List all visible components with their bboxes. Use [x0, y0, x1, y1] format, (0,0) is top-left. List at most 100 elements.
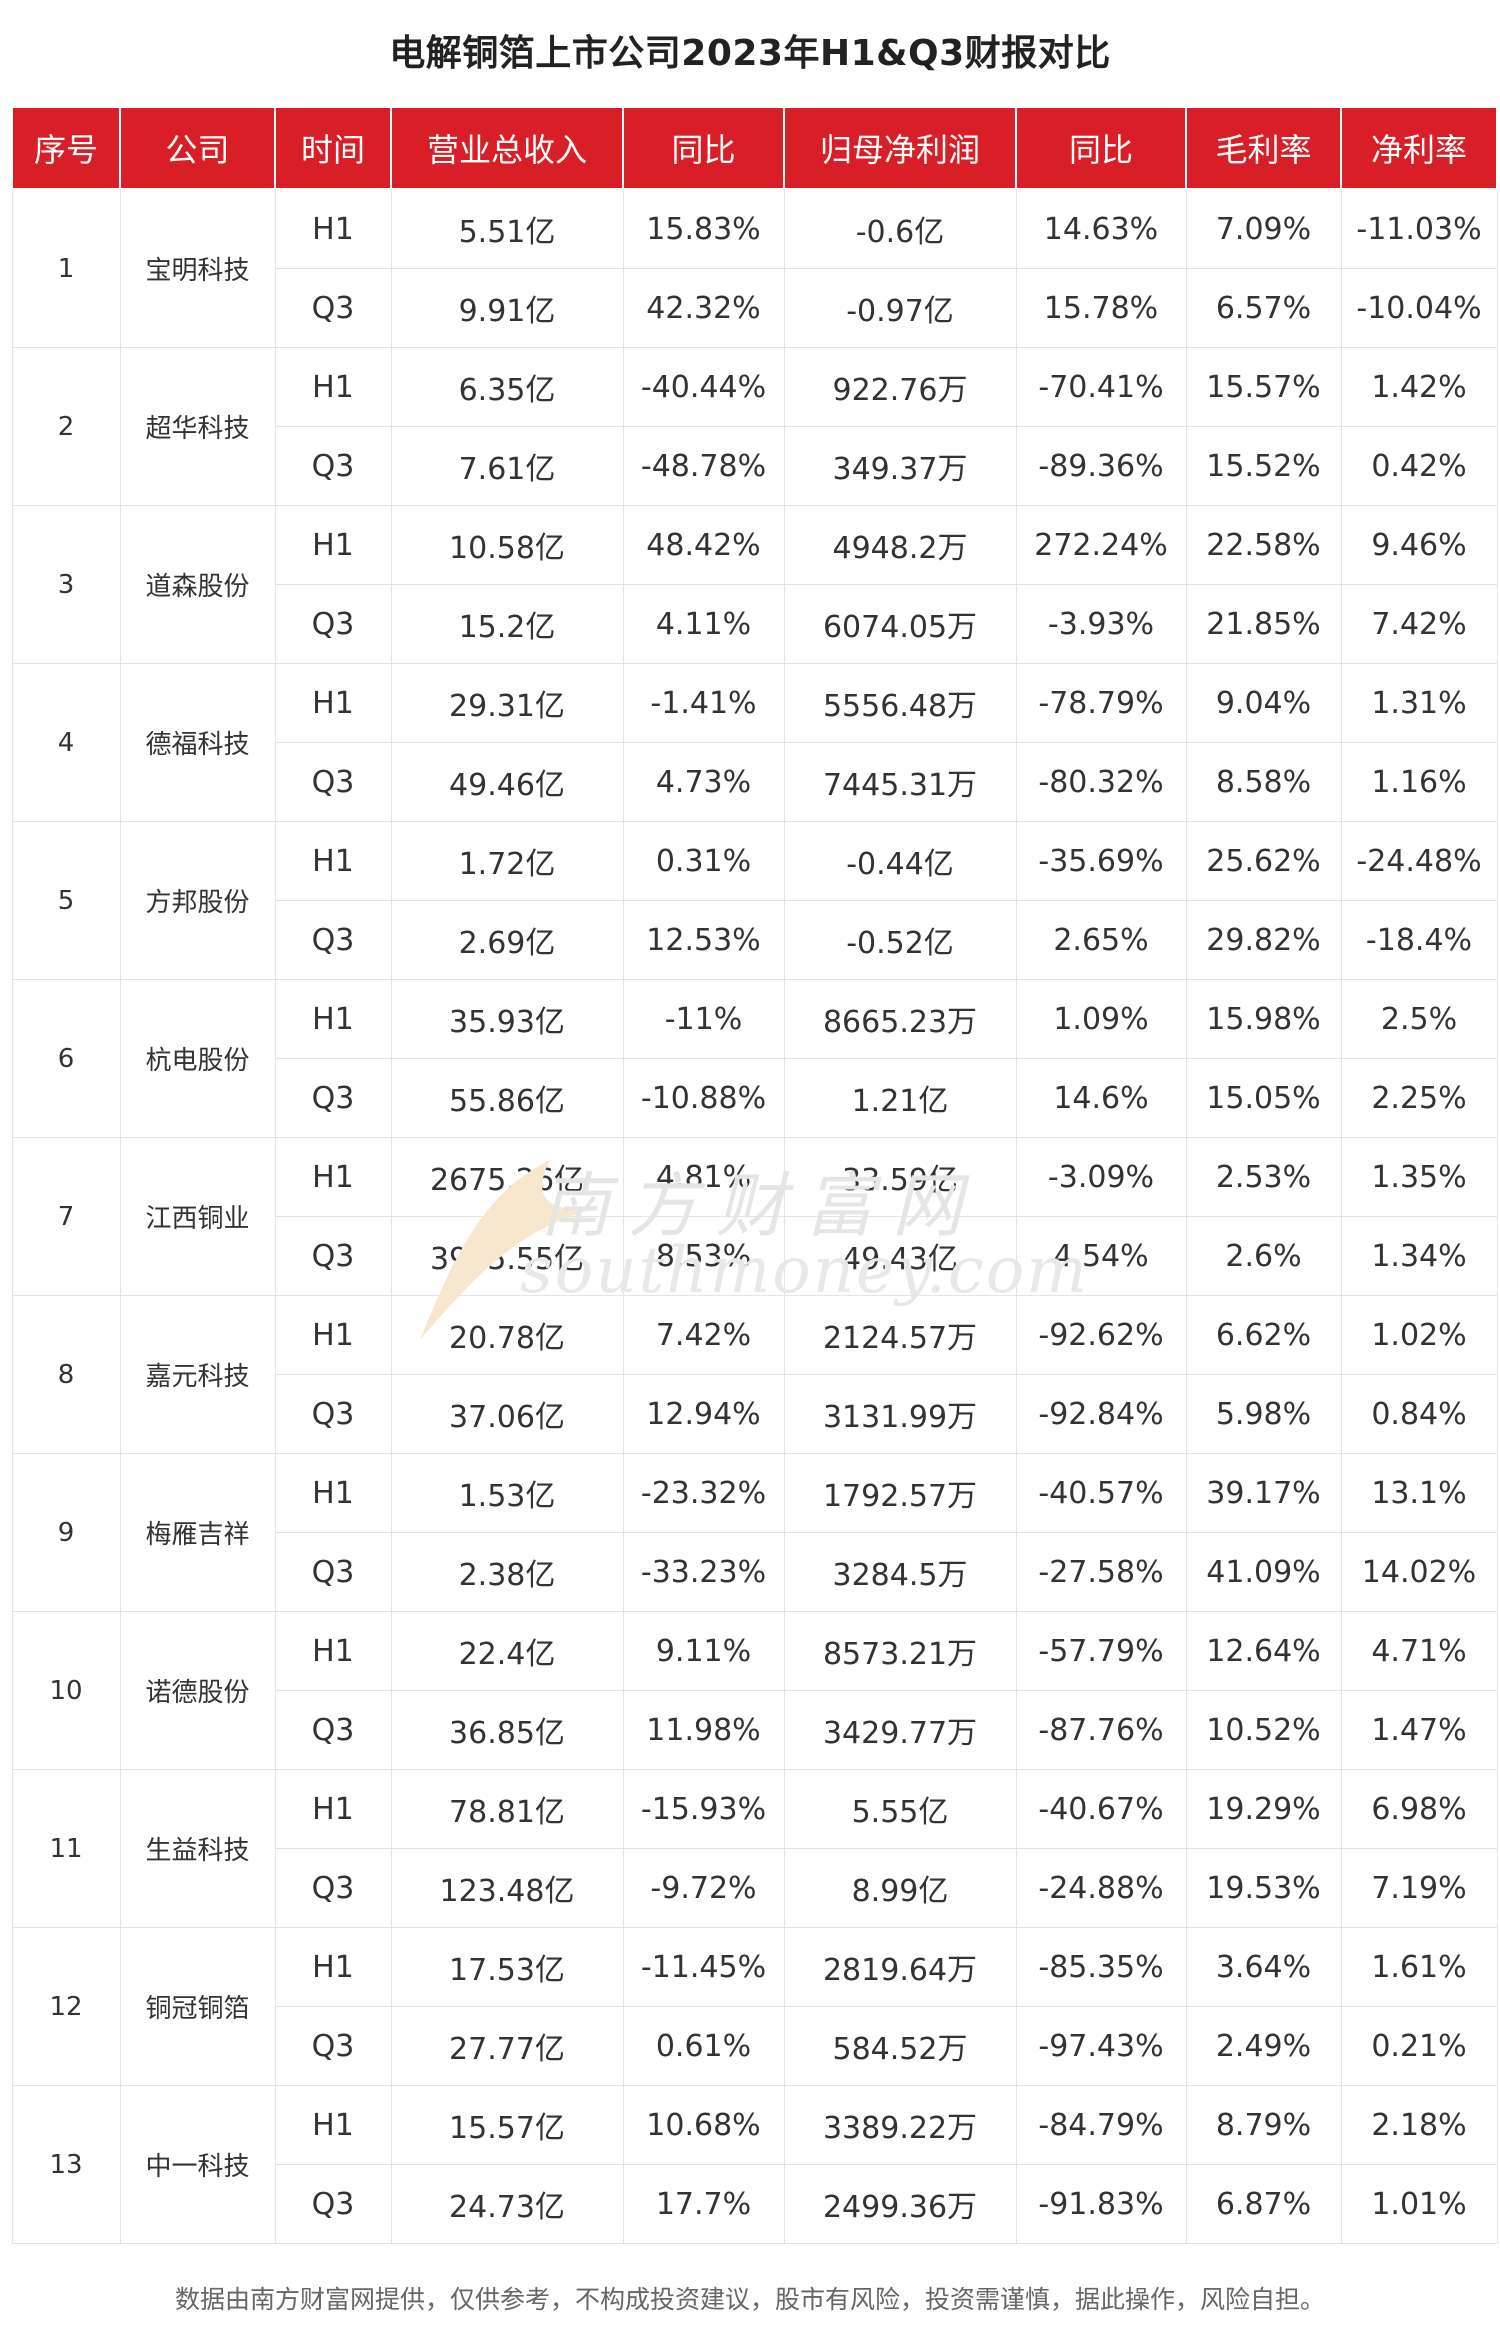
cell-net-margin: 7.19% — [1340, 1848, 1498, 1928]
table-row: Q3 36.85亿 11.98% 3429.77万 -87.76% 10.52% 1.47% — [12, 1690, 1498, 1770]
cell-net-margin: 1.01% — [1340, 2164, 1498, 2244]
table-row: Q3 15.2亿 4.11% 6074.05万 -3.93% 21.85% 7.42% — [12, 584, 1498, 664]
cell-gross-margin: 41.09% — [1185, 1532, 1342, 1612]
cell-net-profit-yoy: -24.88% — [1015, 1848, 1187, 1928]
cell-net-profit: 8.99亿 — [783, 1848, 1017, 1928]
header-gross-margin: 毛利率 — [1185, 106, 1342, 190]
cell-revenue: 2.69亿 — [390, 900, 624, 980]
cell-period: Q3 — [274, 900, 392, 980]
table-row: 10 诺德股份 H1 22.4亿 9.11% 8573.21万 -57.79% 12.64% 4… — [11, 1611, 1498, 1770]
cell-revenue: 29.31亿 — [390, 663, 624, 743]
cell-net-margin: 2.5% — [1340, 979, 1498, 1059]
cell-revenue-yoy: 10.68% — [622, 2085, 785, 2165]
page-title: 电解铜箔上市公司2023年H1&Q3财报对比 — [389, 33, 1111, 74]
cell-revenue: 2.38亿 — [390, 1532, 624, 1612]
cell-revenue-yoy: 4.73% — [622, 742, 785, 822]
cell-revenue: 15.2亿 — [390, 584, 624, 664]
cell-gross-margin: 19.29% — [1185, 1769, 1342, 1849]
cell-net-margin: 1.16% — [1340, 742, 1498, 822]
cell-revenue-yoy: 4.11% — [622, 584, 785, 664]
cell-company: 宝明科技 — [119, 188, 276, 348]
cell-index: 1 — [11, 188, 121, 348]
cell-company: 诺德股份 — [119, 1611, 276, 1770]
table-row: 7 江西铜业 H1 2675.26亿 4.81% 33.59亿 -3.09% 2.53% 1.3… — [11, 1137, 1498, 1296]
cell-net-profit: 922.76万 — [783, 347, 1017, 427]
cell-revenue: 2675.26亿 — [390, 1137, 624, 1217]
cell-gross-margin: 6.87% — [1185, 2164, 1342, 2244]
header-company: 公司 — [119, 106, 276, 190]
table-row: Q3 37.06亿 12.94% 3131.99万 -92.84% 5.98% 0.84% — [12, 1374, 1498, 1454]
cell-gross-margin: 10.52% — [1185, 1690, 1342, 1770]
cell-revenue: 22.4亿 — [390, 1611, 624, 1691]
cell-net-profit-yoy: -92.84% — [1015, 1374, 1187, 1454]
table-row: 6 杭电股份 H1 35.93亿 -11% 8665.23万 1.09% 15.98% 2.5% — [11, 979, 1498, 1138]
cell-net-margin: 0.84% — [1340, 1374, 1498, 1454]
table-row: 5 方邦股份 H1 1.72亿 0.31% -0.44亿 -35.69% 25.62% -24.… — [11, 821, 1498, 980]
cell-net-profit-yoy: -27.58% — [1015, 1532, 1187, 1612]
cell-revenue-yoy: 12.53% — [622, 900, 785, 980]
cell-period: Q3 — [274, 2164, 392, 2244]
cell-revenue-yoy: -11.45% — [622, 1927, 785, 2007]
cell-revenue-yoy: 17.7% — [622, 2164, 785, 2244]
financial-comparison-table: 序号 公司 时间 营业总收入 同比 归母净利润 同比 毛利率 净利率 1 宝明科技… — [11, 106, 1498, 2244]
cell-index: 10 — [11, 1611, 121, 1770]
cell-gross-margin: 5.98% — [1185, 1374, 1342, 1454]
header-net-profit: 归母净利润 — [783, 106, 1017, 190]
cell-period: H1 — [274, 505, 392, 585]
cell-revenue: 1.53亿 — [390, 1453, 624, 1533]
cell-period: Q3 — [274, 1058, 392, 1138]
cell-gross-margin: 6.57% — [1185, 268, 1342, 348]
cell-company: 梅雁吉祥 — [119, 1453, 276, 1612]
cell-net-margin: 2.25% — [1340, 1058, 1498, 1138]
header-period: 时间 — [274, 106, 392, 190]
table-row: Q3 27.77亿 0.61% 584.52万 -97.43% 2.49% 0.21% — [12, 2006, 1498, 2086]
cell-revenue-yoy: 11.98% — [622, 1690, 785, 1770]
cell-period: Q3 — [274, 1848, 392, 1928]
cell-revenue: 3995.55亿 — [390, 1216, 624, 1296]
cell-gross-margin: 2.6% — [1185, 1216, 1342, 1296]
cell-revenue-yoy: -1.41% — [622, 663, 785, 743]
cell-revenue-yoy: -9.72% — [622, 1848, 785, 1928]
cell-index: 8 — [11, 1295, 121, 1454]
cell-net-margin: 2.18% — [1340, 2085, 1498, 2165]
cell-index: 2 — [11, 347, 121, 506]
cell-revenue-yoy: -40.44% — [622, 347, 785, 427]
disclaimer-footer: 数据由南方财富网提供，仅供参考，不构成投资建议，股市有风险，投资需谨慎，据此操作… — [174, 2285, 1325, 2314]
cell-net-profit-yoy: -3.93% — [1015, 584, 1187, 664]
cell-net-margin: 1.34% — [1340, 1216, 1498, 1296]
cell-revenue: 9.91亿 — [390, 268, 624, 348]
cell-net-margin: -11.03% — [1340, 188, 1498, 269]
cell-company: 道森股份 — [119, 505, 276, 664]
cell-period: Q3 — [274, 1374, 392, 1454]
cell-revenue: 78.81亿 — [390, 1769, 624, 1849]
cell-index: 13 — [11, 2085, 121, 2244]
cell-net-profit-yoy: -40.67% — [1015, 1769, 1187, 1849]
cell-net-profit: 5.55亿 — [783, 1769, 1017, 1849]
table-body: 1 宝明科技 H1 5.51亿 15.83% -0.6亿 14.63% 7.09% -11.03… — [11, 188, 1498, 2244]
cell-gross-margin: 8.58% — [1185, 742, 1342, 822]
cell-index: 4 — [11, 663, 121, 822]
cell-index: 7 — [11, 1137, 121, 1296]
cell-index: 5 — [11, 821, 121, 980]
cell-net-profit-yoy: 4.54% — [1015, 1216, 1187, 1296]
cell-revenue-yoy: 8.53% — [622, 1216, 785, 1296]
cell-net-profit-yoy: 14.6% — [1015, 1058, 1187, 1138]
cell-company: 铜冠铜箔 — [119, 1927, 276, 2086]
cell-revenue: 123.48亿 — [390, 1848, 624, 1928]
cell-period: Q3 — [274, 1532, 392, 1612]
cell-net-margin: 1.02% — [1340, 1295, 1498, 1375]
cell-net-profit: 2499.36万 — [783, 2164, 1017, 2244]
cell-company: 方邦股份 — [119, 821, 276, 980]
cell-revenue: 49.46亿 — [390, 742, 624, 822]
cell-period: H1 — [274, 1769, 392, 1849]
cell-net-profit: 1.21亿 — [783, 1058, 1017, 1138]
cell-net-margin: 1.31% — [1340, 663, 1498, 743]
cell-period: H1 — [274, 188, 392, 269]
cell-net-profit: 7445.31万 — [783, 742, 1017, 822]
cell-revenue: 37.06亿 — [390, 1374, 624, 1454]
cell-company: 杭电股份 — [119, 979, 276, 1138]
cell-net-margin: 1.35% — [1340, 1137, 1498, 1217]
cell-net-profit-yoy: -80.32% — [1015, 742, 1187, 822]
cell-net-profit: 584.52万 — [783, 2006, 1017, 2086]
cell-net-margin: 7.42% — [1340, 584, 1498, 664]
